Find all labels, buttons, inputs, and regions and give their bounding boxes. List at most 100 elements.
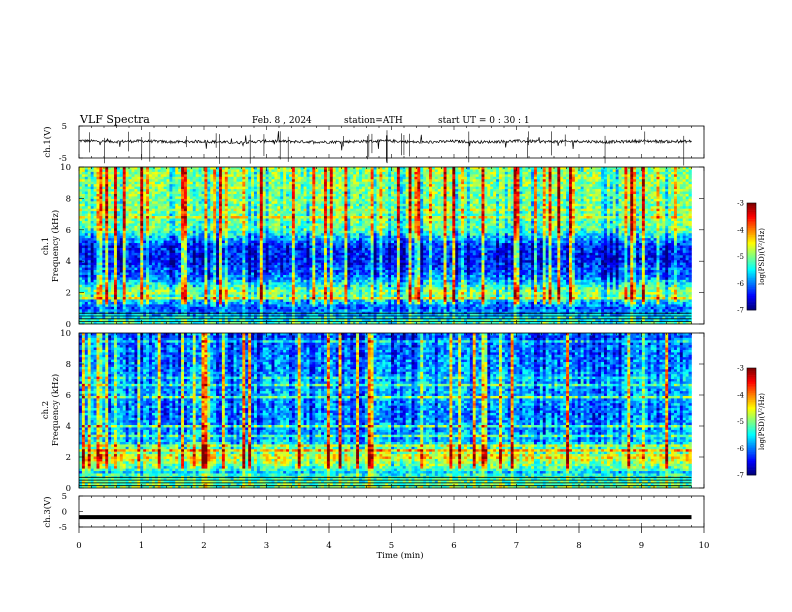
- spectrogram-cell: [587, 216, 590, 219]
- spectrogram-cell: [359, 182, 362, 185]
- spectrogram-cell: [391, 221, 394, 224]
- spectrogram-cell: [362, 189, 365, 192]
- spectrogram-cell: [237, 169, 240, 172]
- spectrogram-cell: [613, 194, 616, 197]
- spectrogram-cell: [680, 169, 683, 172]
- spectrogram-cell: [149, 221, 152, 224]
- spectrogram-cell: [333, 206, 336, 209]
- spectrogram-cell: [560, 182, 563, 185]
- spectrogram-cell: [219, 194, 222, 197]
- spectrogram-cell: [438, 179, 441, 182]
- spectrogram-cell: [470, 219, 473, 222]
- spectrogram-cell: [470, 184, 473, 187]
- spectrogram-cell: [382, 209, 385, 212]
- spectrogram-cell: [155, 196, 158, 199]
- spectrogram-cell: [592, 187, 595, 190]
- spectrogram-cell: [289, 194, 292, 197]
- spectrogram-cell: [377, 196, 380, 199]
- spectrogram-cell: [642, 169, 645, 172]
- spectrogram-cell: [137, 211, 140, 214]
- spectrogram-cell: [94, 172, 97, 175]
- spectrogram-cell: [540, 201, 543, 204]
- spectrogram-cell: [519, 187, 522, 190]
- spectrogram-cell: [528, 196, 531, 199]
- spectrogram-cell: [79, 199, 82, 202]
- spectrogram-cell: [88, 182, 91, 185]
- spectrogram-cell: [324, 174, 327, 177]
- spectrogram-cell: [493, 214, 496, 217]
- spectrogram-cell: [581, 201, 584, 204]
- spectrogram-cell: [193, 199, 196, 202]
- spectrogram-cell: [245, 216, 248, 219]
- spectrogram-cell: [359, 187, 362, 190]
- spectrogram-cell: [394, 201, 397, 204]
- spectrogram-cell: [108, 199, 111, 202]
- spectrogram-cell: [309, 214, 312, 217]
- spectrogram-cell: [137, 201, 140, 204]
- spectrogram-cell: [575, 169, 578, 172]
- spectrogram-cell: [569, 209, 572, 212]
- spectrogram-cell: [502, 204, 505, 207]
- spectrogram-cell: [458, 177, 461, 180]
- spectrogram-cell: [484, 206, 487, 209]
- spectrogram-cell: [85, 206, 88, 209]
- spectrogram-cell: [129, 209, 132, 212]
- spectrogram-cell: [616, 206, 619, 209]
- spectrogram-cell: [196, 184, 199, 187]
- spectrogram-cell: [604, 201, 607, 204]
- spectrogram-cell: [85, 201, 88, 204]
- spectrogram-cell: [283, 216, 286, 219]
- spectrogram-cell: [610, 221, 613, 224]
- spectrogram-cell: [546, 211, 549, 214]
- spectrogram-cell: [388, 201, 391, 204]
- spectrogram-cell: [487, 211, 490, 214]
- spectrogram-cell: [88, 167, 91, 170]
- spectrogram-cell: [505, 187, 508, 190]
- spectrogram-cell: [333, 201, 336, 204]
- spectrogram-cell: [654, 209, 657, 212]
- spectrogram-cell: [321, 209, 324, 212]
- spectrogram-cell: [222, 199, 225, 202]
- spectrogram-cell: [199, 194, 202, 197]
- spectrogram-cell: [385, 194, 388, 197]
- spectrogram-cell: [251, 201, 254, 204]
- spectrogram-cell: [645, 184, 648, 187]
- spectrogram-cell: [248, 179, 251, 182]
- spectrogram-cell: [225, 216, 228, 219]
- spectrogram-cell: [514, 172, 517, 175]
- spectrogram-cell: [231, 201, 234, 204]
- spectrogram-cell: [420, 214, 423, 217]
- spectrogram-cell: [318, 196, 321, 199]
- spectrogram-cell: [222, 172, 225, 175]
- spectrogram-cell: [610, 201, 613, 204]
- spectrogram-cell: [493, 196, 496, 199]
- spectrogram-cell: [228, 219, 231, 222]
- spectrogram-cell: [435, 184, 438, 187]
- spectrogram-cell: [333, 192, 336, 195]
- spectrogram-cell: [184, 174, 187, 177]
- spectrogram-cell: [234, 209, 237, 212]
- spectrogram-cell: [403, 177, 406, 180]
- spectrogram-cell: [324, 216, 327, 219]
- spectrogram-cell: [508, 201, 511, 204]
- spectrogram-cell: [117, 192, 120, 195]
- spectrogram-cell: [385, 169, 388, 172]
- spectrogram-cell: [82, 184, 85, 187]
- spectrogram-cell: [207, 206, 210, 209]
- spectrogram-cell: [254, 177, 257, 180]
- spectrogram-cell: [680, 192, 683, 195]
- spectrogram-cell: [277, 206, 280, 209]
- spectrogram-cell: [298, 192, 301, 195]
- spectrogram-cell: [636, 216, 639, 219]
- spectrogram-cell: [412, 199, 415, 202]
- spectrogram-cell: [91, 184, 94, 187]
- spectrogram-cell: [473, 206, 476, 209]
- spectrogram-cell: [403, 194, 406, 197]
- spectrogram-cell: [484, 214, 487, 217]
- spectrogram-cell: [528, 219, 531, 222]
- spectrogram-cell: [624, 216, 627, 219]
- spectrogram-cell: [642, 174, 645, 177]
- spectrogram-cell: [598, 196, 601, 199]
- spectrogram-cell: [295, 187, 298, 190]
- spectrogram-cell: [385, 196, 388, 199]
